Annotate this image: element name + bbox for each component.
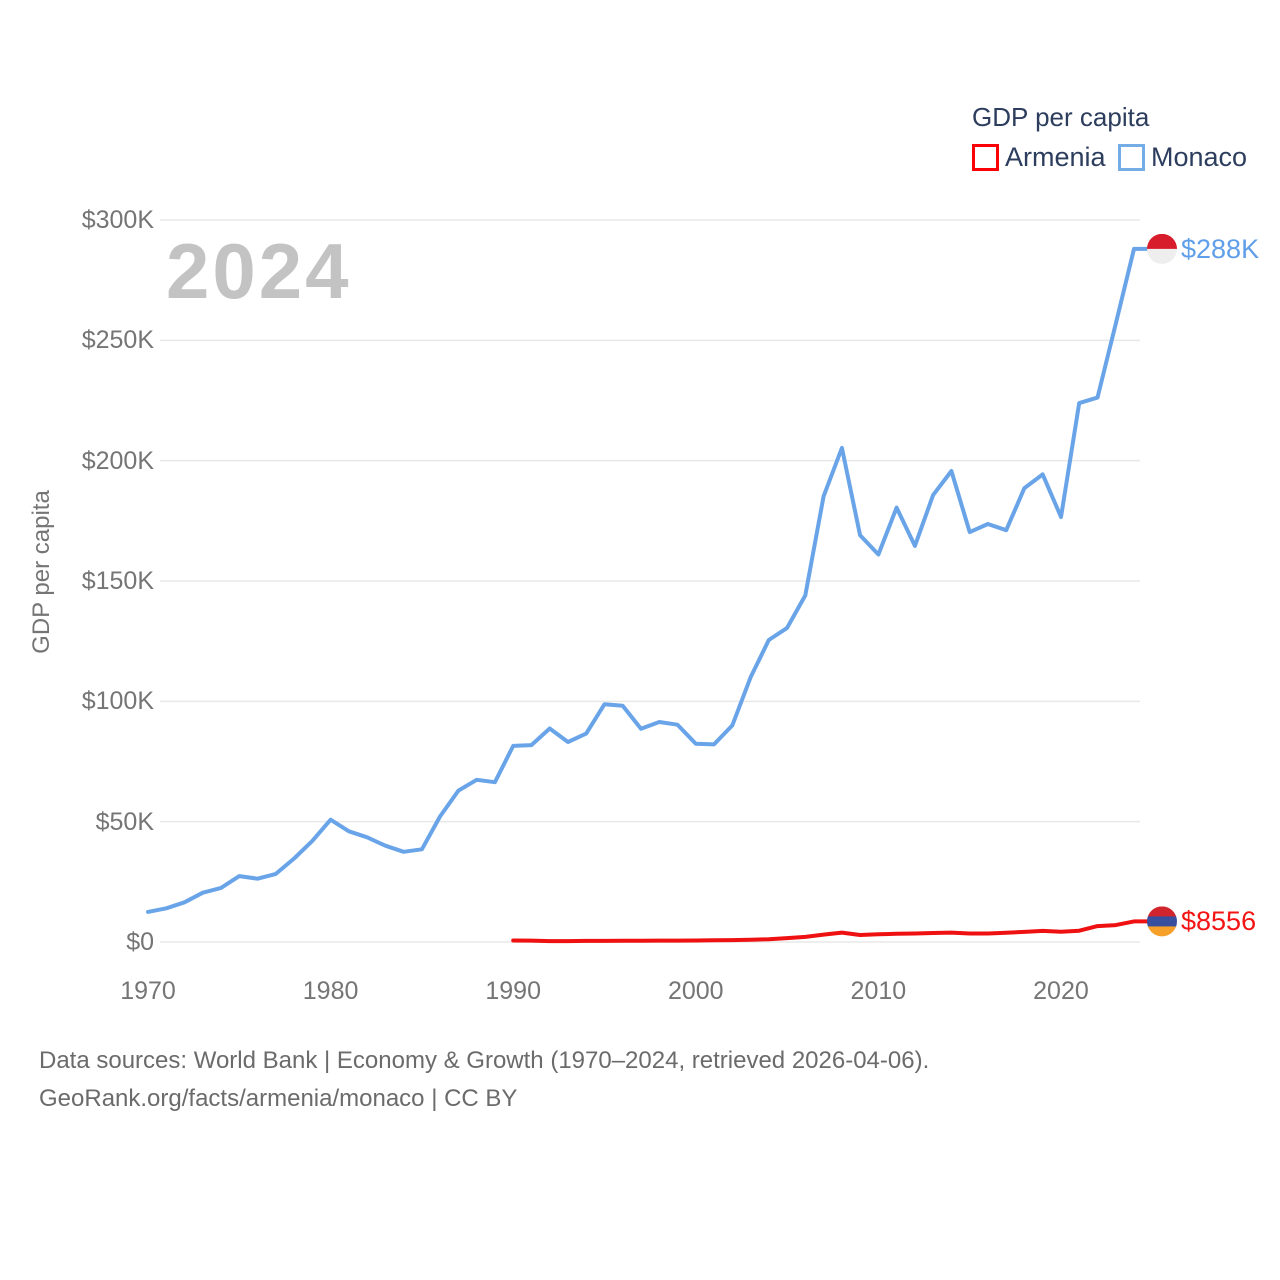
y-axis-title: GDP per capita xyxy=(28,490,55,654)
armenia-flag-icon xyxy=(1147,906,1177,937)
legend-item-armenia[interactable]: Armenia xyxy=(972,142,1106,172)
monaco-flag-icon xyxy=(1147,233,1177,264)
x-tick-label: 1990 xyxy=(485,977,541,1005)
x-tick-label: 2020 xyxy=(1033,977,1089,1005)
x-tick-label: 2000 xyxy=(667,977,724,1005)
y-tick-label: $150K xyxy=(81,567,154,595)
y-tick-label: $0 xyxy=(126,928,154,956)
monaco-swatch-icon xyxy=(1118,144,1145,171)
y-tick-label: $300K xyxy=(81,206,154,234)
year-watermark: 2024 xyxy=(166,227,352,315)
legend-item-monaco[interactable]: Monaco xyxy=(1118,142,1247,172)
legend-row: Armenia Monaco xyxy=(972,142,1272,174)
monaco-end-value-label: $288K xyxy=(1181,233,1260,264)
armenia-swatch-icon xyxy=(972,144,999,171)
x-axis-labels: 1970 1980 1990 2000 2010 2020 xyxy=(0,976,1280,1010)
x-tick-label: 1970 xyxy=(120,977,176,1005)
chart-legend: GDP per capita Armenia Monaco xyxy=(972,100,1247,172)
data-sources-line: Data sources: World Bank | Economy & Gro… xyxy=(39,1047,930,1074)
x-tick-label: 2010 xyxy=(850,977,907,1005)
y-tick-label: $100K xyxy=(81,687,154,716)
x-tick-label: 1980 xyxy=(302,977,359,1005)
y-axis-labels: $0 $50K $100K $150K $200K $250K $300K xyxy=(0,0,154,1280)
source-url-line: GeoRank.org/facts/armenia/monaco | CC BY xyxy=(39,1085,518,1112)
series-line-armenia xyxy=(511,919,1151,944)
legend-title: GDP per capita xyxy=(972,102,1150,132)
y-tick-label: $200K xyxy=(81,446,154,475)
series-line-monaco xyxy=(146,246,1151,914)
y-tick-label: $50K xyxy=(95,807,154,836)
y-tick-label: $250K xyxy=(81,326,154,355)
legend-label-armenia: Armenia xyxy=(1005,142,1106,172)
legend-label-monaco: Monaco xyxy=(1151,142,1248,172)
attribution-footer: Data sources: World Bank | Economy & Gro… xyxy=(39,1042,1239,1118)
armenia-end-value-label: $8556 xyxy=(1181,906,1257,937)
